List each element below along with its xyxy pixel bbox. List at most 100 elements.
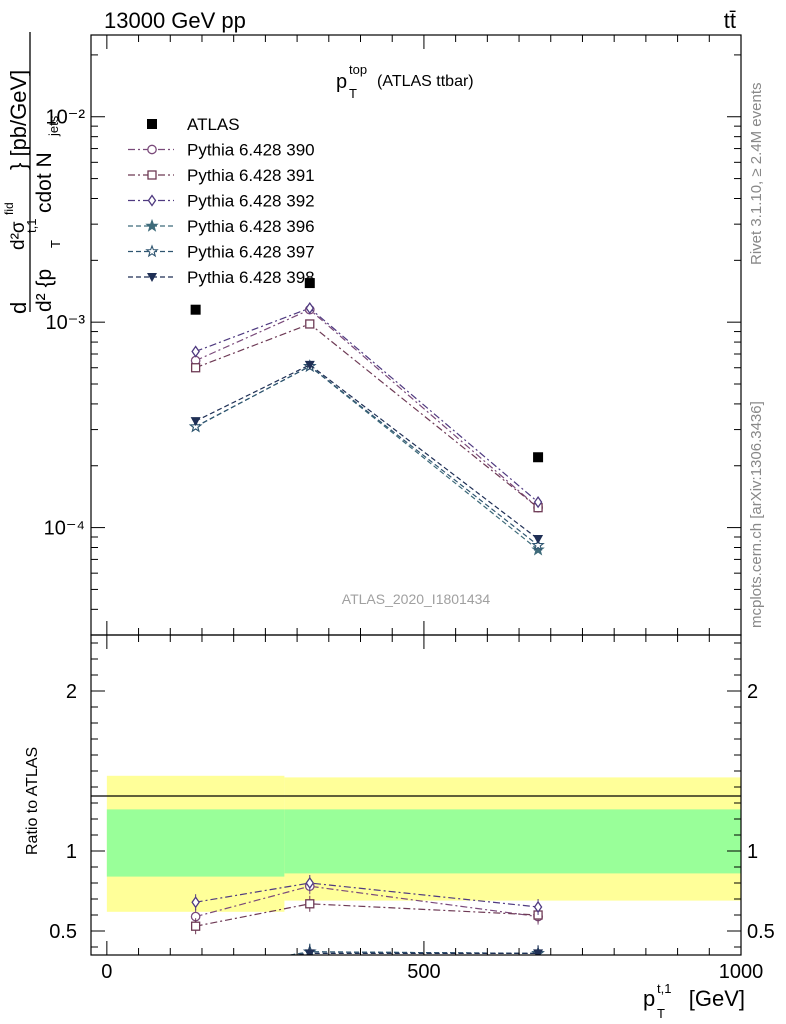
data-point <box>533 452 544 463</box>
legend-label: Pythia 6.428 396 <box>187 217 315 236</box>
legend-entry: Pythia 6.428 392 <box>128 192 315 211</box>
ratio-series-pythia-6-428-396 <box>190 943 545 976</box>
main-ylabel: d d²σ fid d² {p t,1 T cdot N jets } [pb/… <box>2 32 63 314</box>
legend-label: Pythia 6.428 390 <box>187 141 315 160</box>
series-line <box>195 308 539 509</box>
legend: ATLAS Pythia 6.428 390 Pythia 6.428 391 Pyt… <box>128 115 315 287</box>
data-point <box>305 319 315 329</box>
series-pythia-6-428-390 <box>190 304 543 513</box>
ratio-point <box>304 949 315 955</box>
ratio-panel: 0.5 0.5 1 1 2 2 0 500 1000 Ratio to ATLAS p t,1 … <box>24 634 775 1021</box>
data-point <box>191 345 200 358</box>
legend-entry: Pythia 6.428 398 <box>128 268 315 287</box>
main-data-layer <box>188 278 545 556</box>
rivet-label: Rivet 3.1.10, ≥ 2.4M events <box>748 83 765 266</box>
xlabel: p t,1 T [GeV] <box>643 981 745 1021</box>
band-green <box>284 809 741 874</box>
ratio-point <box>190 966 200 976</box>
ylabel-units: } [pb/GeV] <box>6 70 31 170</box>
legend-label: Pythia 6.428 397 <box>187 243 315 262</box>
ylabel-dsigma: d²σ <box>8 221 29 250</box>
xlabel-sub: T <box>657 1006 665 1021</box>
y-tick-label: 10⁻³ <box>46 312 86 334</box>
data-point <box>190 417 201 427</box>
legend-entry: Pythia 6.428 397 <box>128 243 315 262</box>
ratio-ylabel: Ratio to ATLAS <box>24 747 41 855</box>
xlabel-sup: t,1 <box>657 981 671 996</box>
ratio-point <box>533 900 543 914</box>
series-line <box>195 323 539 509</box>
xlabel-p: p <box>643 986 655 1011</box>
y-tick-label: 10⁻⁴ <box>44 518 85 540</box>
ylabel-d: d <box>6 302 31 314</box>
data-point <box>305 302 315 315</box>
x-tick-label: 0 <box>101 961 112 983</box>
ratio-y-tick-label-left: 0.5 <box>49 921 77 943</box>
legend-entry: ATLAS <box>147 115 240 134</box>
mcplots-label: mcplots.cern.ch [arXiv:1306.3436] <box>748 401 765 628</box>
legend-label: ATLAS <box>187 115 240 134</box>
ylabel-den-sup: t,1 <box>24 219 39 233</box>
legend-marker <box>147 170 157 180</box>
series-line <box>195 365 539 546</box>
xlabel-units: [GeV] <box>689 986 745 1011</box>
series-line <box>195 364 539 540</box>
legend-marker <box>145 244 159 258</box>
ratio-series-pythia-6-428-392 <box>191 875 543 915</box>
plot-title: p top T (ATLAS ttbar) <box>336 62 474 101</box>
ylabel-den-jets: jets <box>46 115 61 137</box>
data-point <box>188 419 203 433</box>
ratio-series-pythia-6-428-398 <box>191 945 544 973</box>
ratio-line <box>195 885 539 918</box>
series-atlas <box>190 278 544 463</box>
main-panel: 10⁻⁴ 10⁻³ 10⁻² p top T (ATLAS ttbar) ATLAS… <box>2 32 742 636</box>
x-tick-label: 500 <box>407 961 440 983</box>
ratio-point <box>533 949 544 955</box>
ylabel-den: d² {p <box>33 269 56 312</box>
uncertainty-bands <box>106 775 741 912</box>
series-pythia-6-428-392 <box>191 302 543 509</box>
band-green <box>106 809 285 877</box>
ratio-y-tick-label-right: 1 <box>747 841 758 863</box>
ylabel-fid: fid <box>2 202 16 215</box>
ratio-point <box>190 966 200 976</box>
legend-label: Pythia 6.428 391 <box>187 166 315 185</box>
legend-marker <box>147 119 157 129</box>
data-point <box>190 363 201 373</box>
analysis-watermark: ATLAS_2020_I1801434 <box>342 591 491 607</box>
ylabel-den-tail: cdot N <box>33 152 56 213</box>
legend-marker <box>147 144 157 155</box>
data-point <box>533 496 543 509</box>
data-point <box>304 360 315 370</box>
legend-label: Pythia 6.428 398 <box>187 268 315 287</box>
process-label: tt̄ <box>724 8 736 33</box>
ratio-point <box>191 896 200 909</box>
title-p: p <box>336 71 347 93</box>
title-sup: top <box>349 62 367 77</box>
ratio-point <box>191 964 201 973</box>
ratio-point <box>305 899 315 909</box>
ratio-data-layer <box>190 875 545 976</box>
data-point <box>304 278 315 289</box>
ratio-point <box>190 921 201 931</box>
data-point <box>531 542 545 556</box>
ylabel-den-sub: T <box>48 240 63 248</box>
legend-marker <box>147 273 157 282</box>
series-pythia-6-428-398 <box>190 360 544 544</box>
y-tick-label: 10⁻² <box>46 107 86 129</box>
legend-entry: Pythia 6.428 391 <box>128 166 315 185</box>
series-line <box>195 365 539 551</box>
ratio-y-tick-label-right: 0.5 <box>747 921 775 943</box>
energy-label: 13000 GeV pp <box>104 8 246 33</box>
ratio-series-pythia-6-428-397 <box>190 943 545 976</box>
legend-marker <box>147 194 157 207</box>
ratio-y-tick-label-left: 2 <box>66 681 77 703</box>
series-pythia-6-428-397 <box>188 359 545 552</box>
legend-entry: Pythia 6.428 396 <box>128 217 315 236</box>
legend-marker <box>145 218 159 232</box>
data-point <box>190 304 201 315</box>
legend-entry: Pythia 6.428 390 <box>128 141 315 160</box>
data-point <box>533 534 544 544</box>
ratio-y-tick-label-left: 1 <box>66 841 77 863</box>
